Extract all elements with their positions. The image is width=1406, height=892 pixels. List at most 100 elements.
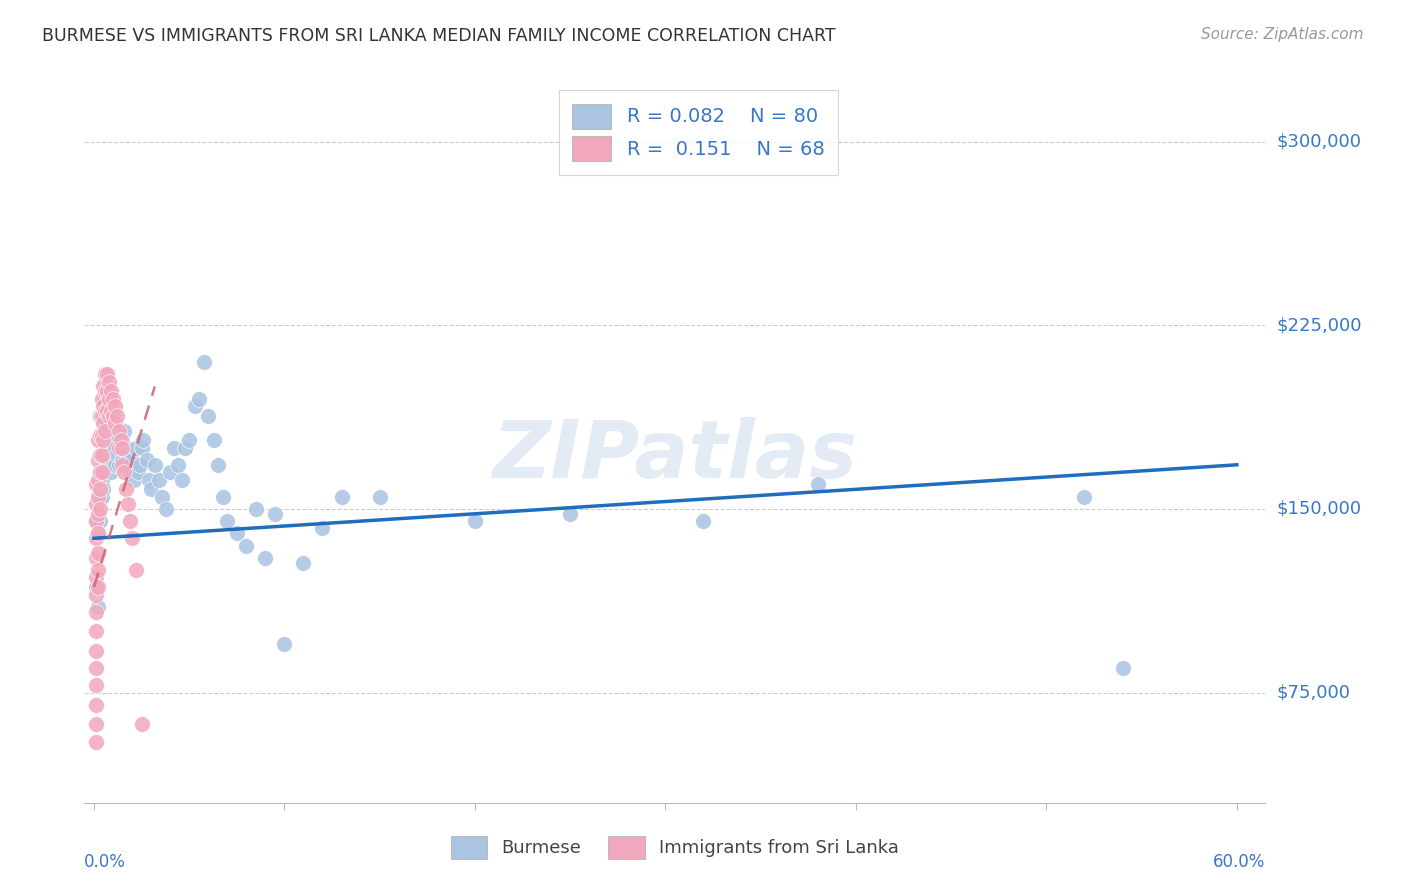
Point: [98, 392, 121, 406]
Point: [184, 399, 207, 413]
Point: [93, 434, 115, 448]
Point: [105, 448, 128, 462]
Point: [90, 473, 112, 487]
Point: [179, 434, 201, 448]
Point: [90, 448, 112, 462]
Point: [86, 526, 108, 541]
Point: [104, 399, 127, 413]
Point: [101, 409, 124, 423]
Point: [94, 404, 117, 418]
Point: [174, 441, 197, 455]
Point: [112, 424, 135, 438]
Point: [89, 502, 111, 516]
Point: [89, 409, 111, 423]
Point: [110, 434, 132, 448]
Point: [115, 483, 138, 497]
Point: [120, 465, 142, 479]
Point: [93, 416, 115, 430]
Point: [105, 409, 128, 423]
Point: [84, 644, 107, 658]
Point: [125, 441, 148, 455]
Point: [132, 434, 155, 448]
Point: [115, 441, 138, 455]
Point: [98, 375, 121, 389]
Point: [127, 465, 149, 479]
Point: [89, 490, 111, 504]
Point: [105, 428, 128, 442]
Point: [217, 514, 239, 528]
Point: [122, 473, 145, 487]
Point: [292, 556, 315, 570]
Point: [100, 441, 122, 455]
Point: [117, 497, 139, 511]
Point: [101, 434, 124, 448]
Legend: Burmese, Immigrants from Sri Lanka: Burmese, Immigrants from Sri Lanka: [444, 829, 905, 866]
Point: [163, 441, 186, 455]
Point: [121, 531, 143, 545]
Point: [121, 453, 143, 467]
Point: [692, 514, 714, 528]
Point: [90, 409, 112, 423]
Point: [104, 441, 127, 455]
Point: [93, 458, 115, 472]
Point: [86, 453, 108, 467]
Text: $75,000: $75,000: [1277, 683, 1351, 702]
Point: [84, 514, 107, 528]
Point: [100, 384, 122, 399]
Point: [86, 580, 108, 594]
Point: [111, 434, 134, 448]
Point: [807, 477, 830, 491]
Point: [110, 441, 132, 455]
Point: [368, 490, 391, 504]
Point: [84, 580, 107, 594]
Point: [84, 550, 107, 565]
Point: [202, 434, 225, 448]
Point: [84, 477, 107, 491]
Point: [464, 514, 486, 528]
Point: [254, 550, 277, 565]
Text: $225,000: $225,000: [1277, 316, 1362, 334]
Point: [96, 404, 118, 418]
Point: [138, 473, 160, 487]
Point: [128, 458, 150, 472]
Point: [131, 717, 153, 731]
Point: [207, 458, 229, 472]
Point: [98, 458, 121, 472]
Point: [93, 434, 115, 448]
Point: [235, 539, 257, 553]
Point: [84, 624, 107, 639]
Point: [197, 409, 219, 423]
Point: [139, 483, 162, 497]
Point: [152, 490, 174, 504]
Point: [159, 465, 181, 479]
Point: [84, 717, 107, 731]
Point: [90, 465, 112, 479]
Point: [86, 526, 108, 541]
Point: [89, 465, 111, 479]
Point: [84, 678, 107, 692]
Point: [84, 698, 107, 712]
Point: [84, 734, 107, 748]
Point: [166, 458, 188, 472]
Point: [93, 483, 115, 497]
Point: [86, 490, 108, 504]
Point: [193, 355, 215, 369]
Point: [131, 441, 153, 455]
Point: [558, 507, 581, 521]
Point: [89, 483, 111, 497]
Point: [104, 458, 127, 472]
Point: [111, 453, 134, 467]
Point: [104, 416, 127, 430]
Point: [84, 570, 107, 584]
Point: [90, 392, 112, 406]
Point: [86, 434, 108, 448]
Point: [112, 465, 135, 479]
Point: [90, 490, 112, 504]
Point: [98, 434, 121, 448]
Point: [86, 507, 108, 521]
Point: [94, 424, 117, 438]
Point: [263, 507, 285, 521]
Point: [93, 379, 115, 393]
Point: [120, 514, 142, 528]
Point: [89, 514, 111, 528]
